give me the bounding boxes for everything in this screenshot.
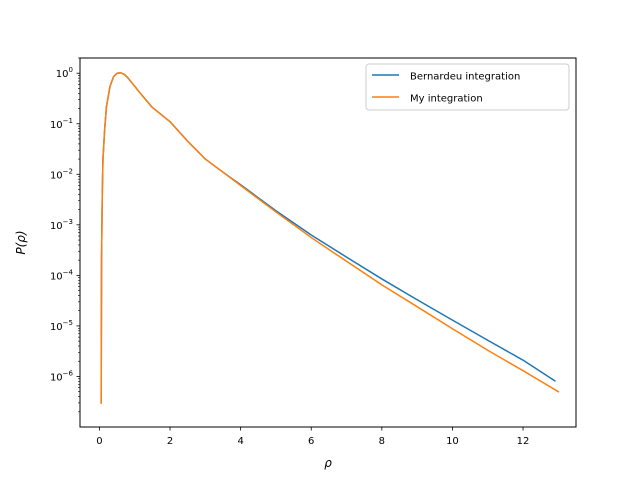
x-tick-label: 10 [446,436,459,447]
x-axis-ticks: 0 2 4 6 8 10 12 [96,427,529,447]
y-tick-label: 100 [56,66,73,80]
legend-label-bernardeu: Bernardeu integration [410,72,520,83]
legend: Bernardeu integration My integration [365,63,570,111]
y-tick-label: 10−1 [50,117,73,131]
series-layer [100,72,560,404]
x-tick-label: 0 [96,436,102,447]
x-axis-label: ρ [324,456,332,470]
y-tick-label: 10−4 [50,268,74,282]
legend-box [365,63,570,111]
x-tick-label: 6 [308,436,314,447]
x-tick-label: 2 [167,436,173,447]
y-tick-label: 10−3 [50,218,73,232]
x-tick-label: 12 [517,436,530,447]
plot-frame [79,57,577,428]
x-tick-label: 4 [237,436,243,447]
series-line-1 [100,72,560,404]
y-axis-label: P(ρ) [14,230,28,254]
x-tick-label: 8 [379,436,385,447]
y-tick-label: 10−2 [50,167,73,181]
legend-label-my-integration: My integration [410,94,483,105]
y-tick-label: 10−6 [50,369,74,383]
y-axis-ticks: 10−6 10−5 10−4 10−3 10−2 10−1 100 [50,57,80,413]
y-tick-label: 10−5 [50,319,73,333]
